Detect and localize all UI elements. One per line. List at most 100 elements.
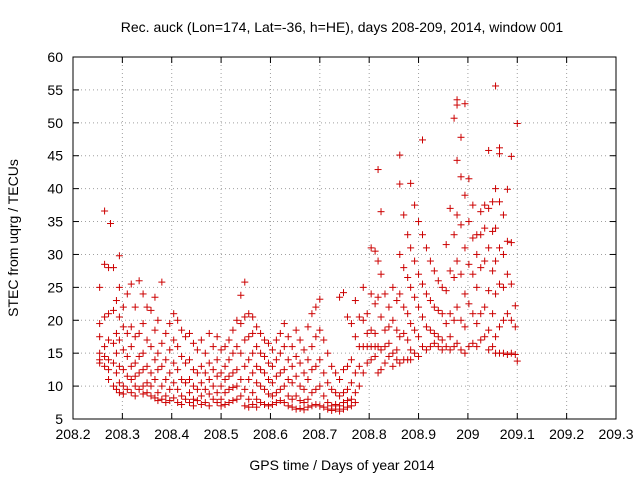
data-point — [213, 356, 221, 364]
data-point — [280, 343, 288, 351]
data-point — [276, 369, 284, 377]
x-tick-label: 208.5 — [204, 426, 239, 442]
data-point — [112, 349, 120, 357]
data-point — [178, 326, 186, 334]
data-point — [457, 133, 465, 141]
data-point — [166, 320, 174, 328]
data-point — [312, 401, 320, 409]
data-point — [481, 201, 489, 209]
data-point — [351, 389, 359, 397]
data-point — [119, 346, 127, 354]
data-point — [284, 356, 292, 364]
data-point — [249, 349, 257, 357]
data-point — [268, 379, 276, 387]
data-point — [245, 356, 253, 364]
data-point — [135, 329, 143, 337]
x-tick-label: 209.3 — [598, 426, 633, 442]
data-point — [496, 323, 504, 331]
y-tick-label: 55 — [47, 82, 63, 98]
data-point — [503, 270, 511, 278]
y-tick-label: 15 — [47, 345, 63, 361]
data-point — [461, 349, 469, 357]
data-point — [426, 257, 434, 265]
data-point — [336, 293, 344, 301]
data-point — [312, 362, 320, 370]
data-point — [162, 399, 170, 407]
data-point — [385, 323, 393, 331]
data-point — [127, 389, 135, 397]
data-point — [197, 336, 205, 344]
data-point — [245, 333, 253, 341]
data-point — [131, 333, 139, 341]
data-point — [272, 336, 280, 344]
data-point — [135, 369, 143, 377]
data-point — [377, 346, 385, 354]
data-point — [363, 329, 371, 337]
data-point — [446, 267, 454, 275]
data-point — [415, 218, 423, 226]
data-point — [284, 392, 292, 400]
data-point — [371, 247, 379, 255]
data-point — [115, 313, 123, 321]
data-point — [284, 333, 292, 341]
data-point — [237, 291, 245, 299]
data-point — [241, 278, 249, 286]
data-point — [182, 395, 190, 403]
data-point — [438, 336, 446, 344]
data-point — [288, 343, 296, 351]
data-point — [205, 376, 213, 384]
data-point — [154, 366, 162, 374]
data-point — [300, 385, 308, 393]
data-point — [304, 323, 312, 331]
data-point — [158, 395, 166, 403]
data-point — [300, 346, 308, 354]
data-point — [96, 320, 104, 328]
data-point — [245, 395, 253, 403]
data-point — [430, 339, 438, 347]
data-point — [300, 406, 308, 414]
data-point — [139, 349, 147, 357]
data-point — [359, 283, 367, 291]
data-point — [170, 310, 178, 318]
data-point — [485, 204, 493, 212]
data-point — [158, 339, 166, 347]
data-point — [496, 198, 504, 206]
x-tick-label: 208.6 — [253, 426, 288, 442]
data-point — [139, 382, 147, 390]
data-point — [393, 356, 401, 364]
data-point — [272, 389, 280, 397]
data-point — [347, 320, 355, 328]
data-point — [351, 297, 359, 305]
data-point — [473, 250, 481, 258]
data-point — [174, 385, 182, 393]
data-point — [400, 303, 408, 311]
data-point — [115, 379, 123, 387]
data-point — [209, 366, 217, 374]
plot-frame — [72, 56, 617, 420]
data-point — [189, 395, 197, 403]
data-point — [507, 239, 515, 247]
data-point — [312, 385, 320, 393]
data-point — [407, 283, 415, 291]
data-point — [229, 383, 237, 391]
data-point — [284, 376, 292, 384]
data-point — [351, 399, 359, 407]
data-point — [450, 316, 458, 324]
data-point — [241, 313, 249, 321]
data-point — [340, 399, 348, 407]
data-point — [385, 352, 393, 360]
data-point — [217, 382, 225, 390]
data-point — [154, 316, 162, 324]
data-point — [355, 362, 363, 370]
data-point — [185, 356, 193, 364]
data-point — [434, 333, 442, 341]
data-point — [400, 264, 408, 272]
data-point — [374, 293, 382, 301]
data-point — [300, 399, 308, 407]
data-point — [481, 257, 489, 265]
data-point — [261, 369, 269, 377]
data-point — [404, 231, 412, 239]
data-point — [229, 369, 237, 377]
data-point — [119, 366, 127, 374]
data-point — [465, 175, 473, 183]
